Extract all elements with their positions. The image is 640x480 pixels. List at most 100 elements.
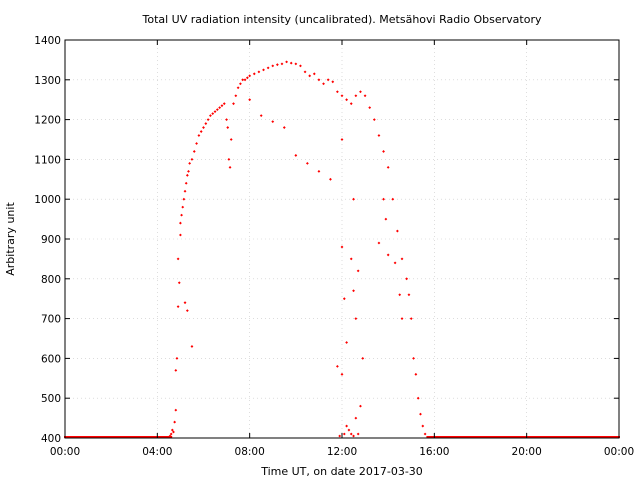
baseline-point [130,436,133,438]
data-point [252,72,256,76]
baseline-point [493,436,496,438]
baseline-point [554,436,557,438]
data-point [236,86,240,90]
data-point [197,134,201,137]
baseline-point [519,436,522,438]
baseline-point [470,436,473,438]
baseline-point [482,436,485,438]
baseline-point [109,436,112,438]
baseline-point [435,436,438,438]
data-point [183,301,187,305]
baseline-point [100,436,103,438]
baseline-point [598,436,601,438]
baseline-point [95,436,98,438]
baseline-point [499,436,502,438]
baseline-point [521,436,524,438]
data-point [204,122,208,125]
data-point [285,60,288,64]
baseline-point [526,436,529,438]
baseline-point [457,436,460,438]
baseline-point [79,436,82,438]
data-point [199,130,203,133]
baseline-point [586,436,589,438]
data-point [234,94,238,98]
data-point [377,134,381,137]
baseline-point [88,436,91,438]
baseline-point [68,436,71,438]
baseline-point [154,436,157,438]
baseline-point [119,436,122,438]
baseline-point [491,436,494,438]
baseline-point [73,436,76,438]
data-point [421,424,425,428]
baseline-point [579,436,582,438]
y-axis-title: Arbitrary unit [4,202,17,276]
baseline-point [477,436,480,438]
baseline-point [114,436,117,438]
baseline-point [441,436,444,438]
data-point [331,80,335,84]
data-point [176,305,180,309]
x-tick-label: 04:00 [142,446,172,458]
baseline-point [117,436,120,438]
baseline-point [575,436,578,438]
baseline-point [553,436,556,438]
data-point [409,317,413,320]
baseline-point [605,436,608,438]
baseline-point [448,436,451,438]
data-point [185,309,189,313]
data-point [308,74,312,78]
baseline-point [531,436,534,438]
baseline-point [451,436,454,438]
baseline-point [166,436,169,438]
baseline-point [585,436,588,438]
baseline-point [561,436,564,438]
data-point [180,213,183,217]
baseline-point [465,436,468,438]
baseline-point [449,436,452,438]
data-point [213,110,217,114]
data-point [361,357,365,360]
y-tick-label: 700 [41,314,61,326]
baseline-point [160,436,163,438]
baseline-point [164,436,167,438]
baseline-point [80,436,83,438]
y-tick-label: 400 [41,433,61,445]
baseline-point [157,436,160,438]
baseline-point [474,436,477,438]
baseline-point [132,436,135,438]
baseline-point [500,436,503,438]
baseline-point [439,436,442,438]
data-point [168,434,172,438]
y-tick-label: 1400 [34,35,61,47]
data-point [172,430,175,434]
baseline-point [135,436,138,438]
baseline-point [426,436,429,438]
baseline-point [90,436,93,438]
baseline-point [167,436,170,438]
baseline-point [467,436,470,438]
data-point [342,432,346,436]
baseline-point [140,436,143,438]
baseline-point [82,436,85,438]
baseline-point [487,436,490,438]
data-point [317,78,321,82]
data-point [340,94,344,98]
data-point [185,173,189,177]
baseline-point [545,436,548,438]
baseline-point [97,436,100,438]
data-point [184,181,188,185]
baseline-point [149,436,152,438]
data-point [340,372,344,376]
data-point [305,161,309,165]
data-point [342,297,346,301]
x-axis-title: Time UT, on date 2017-03-30 [260,465,423,478]
baseline-point [450,436,453,438]
data-point [414,372,418,376]
data-point [187,169,190,173]
baseline-point [484,436,487,438]
data-point [215,108,219,112]
baseline-point [118,436,121,438]
data-point [182,197,186,201]
